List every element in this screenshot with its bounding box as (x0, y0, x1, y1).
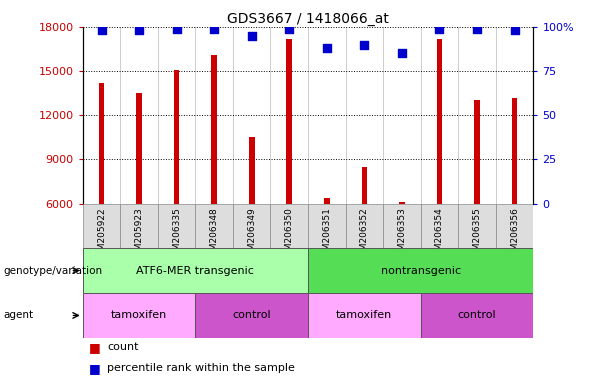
Text: GSM206356: GSM206356 (510, 207, 519, 262)
Bar (174, 70, 180, 204)
FancyBboxPatch shape (421, 293, 533, 338)
Text: percentile rank within the sample: percentile rank within the sample (107, 363, 295, 373)
Bar (399, 202, 405, 204)
FancyBboxPatch shape (308, 248, 533, 293)
Text: count: count (107, 342, 139, 352)
Point (209, 26, 219, 32)
FancyBboxPatch shape (196, 293, 308, 338)
Point (97, 27, 107, 33)
Text: GSM206352: GSM206352 (360, 207, 369, 262)
Bar (512, 98, 517, 204)
FancyBboxPatch shape (308, 293, 421, 338)
Point (322, 45, 332, 51)
Bar (99, 83, 104, 204)
FancyBboxPatch shape (383, 204, 421, 248)
Point (247, 33, 257, 39)
Point (284, 26, 294, 32)
FancyBboxPatch shape (120, 204, 158, 248)
Text: GSM206335: GSM206335 (172, 207, 181, 262)
Point (359, 41, 369, 48)
Text: control: control (232, 310, 271, 321)
Text: control: control (458, 310, 497, 321)
Text: agent: agent (3, 310, 33, 321)
Text: GSM206354: GSM206354 (435, 207, 444, 262)
FancyBboxPatch shape (233, 204, 270, 248)
FancyBboxPatch shape (496, 204, 533, 248)
FancyBboxPatch shape (196, 204, 233, 248)
Text: ■: ■ (89, 341, 105, 354)
Point (134, 27, 144, 33)
Point (172, 26, 181, 32)
Text: ATF6-MER transgenic: ATF6-MER transgenic (137, 265, 254, 276)
FancyBboxPatch shape (308, 204, 346, 248)
Text: GSM206348: GSM206348 (210, 207, 219, 262)
Text: GSM206353: GSM206353 (397, 207, 406, 262)
Text: GSM206350: GSM206350 (285, 207, 294, 262)
FancyBboxPatch shape (83, 204, 120, 248)
Bar (211, 55, 217, 204)
Text: GSM206351: GSM206351 (322, 207, 331, 262)
Bar (436, 39, 442, 204)
FancyBboxPatch shape (83, 293, 196, 338)
Text: GSM206349: GSM206349 (247, 207, 256, 262)
Text: nontransgenic: nontransgenic (381, 265, 461, 276)
Point (397, 50, 407, 56)
FancyBboxPatch shape (83, 248, 308, 293)
Point (435, 26, 444, 32)
Point (509, 27, 519, 33)
Text: tamoxifen: tamoxifen (336, 310, 392, 321)
FancyBboxPatch shape (458, 204, 496, 248)
FancyBboxPatch shape (346, 204, 383, 248)
FancyBboxPatch shape (158, 204, 196, 248)
Text: tamoxifen: tamoxifen (111, 310, 167, 321)
Bar (249, 137, 254, 204)
Bar (474, 101, 480, 204)
Point (472, 26, 482, 32)
Bar (362, 167, 367, 204)
Text: GSM205923: GSM205923 (135, 207, 143, 262)
FancyBboxPatch shape (270, 204, 308, 248)
FancyBboxPatch shape (421, 204, 458, 248)
Bar (136, 93, 142, 204)
Text: GSM205922: GSM205922 (97, 207, 106, 262)
Bar (324, 198, 330, 204)
Title: GDS3667 / 1418066_at: GDS3667 / 1418066_at (227, 12, 389, 26)
Text: GSM206355: GSM206355 (473, 207, 481, 262)
Text: ■: ■ (89, 362, 105, 375)
Text: genotype/variation: genotype/variation (3, 265, 102, 276)
Bar (286, 39, 292, 204)
